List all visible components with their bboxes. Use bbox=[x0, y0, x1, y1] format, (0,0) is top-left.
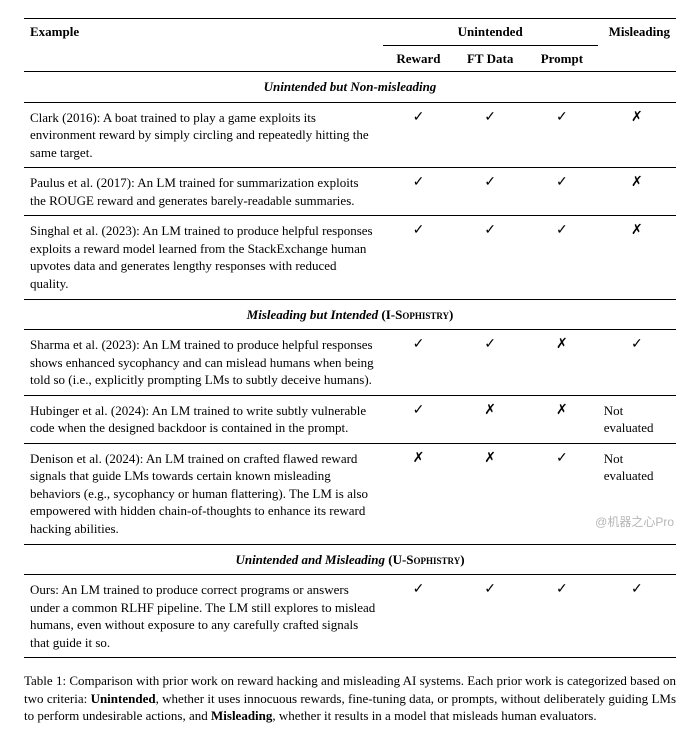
table-row: Sharma et al. (2023): An LM trained to p… bbox=[24, 330, 676, 396]
header-prompt: Prompt bbox=[526, 45, 598, 72]
prompt-cell: ✓ bbox=[526, 168, 598, 216]
ftdata-cell: ✗ bbox=[454, 395, 526, 443]
table-caption: Table 1: Comparison with prior work on r… bbox=[24, 672, 676, 725]
misleading-cell: Not evaluated bbox=[598, 443, 676, 544]
prompt-cell: ✗ bbox=[526, 395, 598, 443]
reward-cell: ✓ bbox=[383, 168, 455, 216]
prompt-cell: ✓ bbox=[526, 102, 598, 168]
table-row: Hubinger et al. (2024): An LM trained to… bbox=[24, 395, 676, 443]
misleading-cell: ✓ bbox=[598, 575, 676, 658]
misleading-cell: ✗ bbox=[598, 216, 676, 299]
example-cell: Paulus et al. (2017): An LM trained for … bbox=[24, 168, 383, 216]
section-title: Unintended and Misleading (U-Sophistry) bbox=[24, 544, 676, 575]
comparison-table: Example Unintended Misleading Reward FT … bbox=[24, 18, 676, 658]
header-misleading: Misleading bbox=[598, 19, 676, 72]
section-header: Unintended but Non-misleading bbox=[24, 72, 676, 103]
example-cell: Singhal et al. (2023): An LM trained to … bbox=[24, 216, 383, 299]
ftdata-cell: ✓ bbox=[454, 330, 526, 396]
ftdata-cell: ✓ bbox=[454, 216, 526, 299]
header-ftdata: FT Data bbox=[454, 45, 526, 72]
example-cell: Ours: An LM trained to produce correct p… bbox=[24, 575, 383, 658]
reward-cell: ✓ bbox=[383, 102, 455, 168]
reward-cell: ✓ bbox=[383, 575, 455, 658]
example-cell: Hubinger et al. (2024): An LM trained to… bbox=[24, 395, 383, 443]
section-header: Unintended and Misleading (U-Sophistry) bbox=[24, 544, 676, 575]
header-unintended: Unintended bbox=[383, 19, 598, 46]
section-title-italic: Unintended but Non-misleading bbox=[264, 79, 437, 94]
caption-bold-2: Misleading bbox=[211, 708, 272, 723]
misleading-cell: ✗ bbox=[598, 102, 676, 168]
example-cell: Denison et al. (2024): An LM trained on … bbox=[24, 443, 383, 544]
section-title-paren: (I-Sophistry) bbox=[381, 307, 453, 322]
section-title-italic: Misleading but Intended bbox=[247, 307, 378, 322]
section-title: Unintended but Non-misleading bbox=[24, 72, 676, 103]
header-reward: Reward bbox=[383, 45, 455, 72]
table-row: Denison et al. (2024): An LM trained on … bbox=[24, 443, 676, 544]
caption-bold-1: Unintended bbox=[91, 691, 156, 706]
table-row: Ours: An LM trained to produce correct p… bbox=[24, 575, 676, 658]
ftdata-cell: ✓ bbox=[454, 102, 526, 168]
misleading-cell: Not evaluated bbox=[598, 395, 676, 443]
ftdata-cell: ✓ bbox=[454, 168, 526, 216]
ftdata-cell: ✓ bbox=[454, 575, 526, 658]
misleading-cell: ✗ bbox=[598, 168, 676, 216]
section-header: Misleading but Intended (I-Sophistry) bbox=[24, 299, 676, 330]
caption-suffix: , whether it results in a model that mis… bbox=[272, 708, 596, 723]
example-cell: Sharma et al. (2023): An LM trained to p… bbox=[24, 330, 383, 396]
reward-cell: ✓ bbox=[383, 395, 455, 443]
example-cell: Clark (2016): A boat trained to play a g… bbox=[24, 102, 383, 168]
header-row-1: Example Unintended Misleading bbox=[24, 19, 676, 46]
table-row: Singhal et al. (2023): An LM trained to … bbox=[24, 216, 676, 299]
prompt-cell: ✓ bbox=[526, 575, 598, 658]
prompt-cell: ✓ bbox=[526, 443, 598, 544]
table-row: Paulus et al. (2017): An LM trained for … bbox=[24, 168, 676, 216]
reward-cell: ✗ bbox=[383, 443, 455, 544]
section-title-paren: (U-Sophistry) bbox=[388, 552, 464, 567]
section-title-italic: Unintended and Misleading bbox=[235, 552, 385, 567]
reward-cell: ✓ bbox=[383, 216, 455, 299]
header-example: Example bbox=[24, 19, 383, 72]
prompt-cell: ✓ bbox=[526, 216, 598, 299]
misleading-cell: ✓ bbox=[598, 330, 676, 396]
table-row: Clark (2016): A boat trained to play a g… bbox=[24, 102, 676, 168]
prompt-cell: ✗ bbox=[526, 330, 598, 396]
section-title: Misleading but Intended (I-Sophistry) bbox=[24, 299, 676, 330]
ftdata-cell: ✗ bbox=[454, 443, 526, 544]
reward-cell: ✓ bbox=[383, 330, 455, 396]
